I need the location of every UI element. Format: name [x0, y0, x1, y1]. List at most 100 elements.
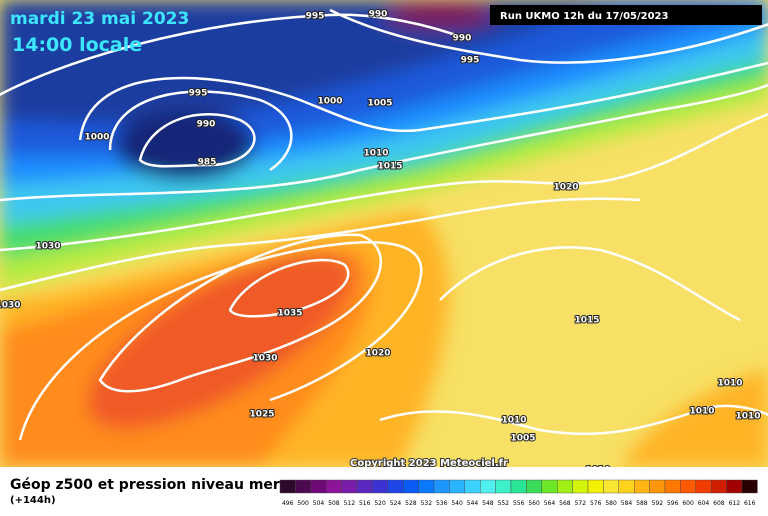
legend-value: 508 — [328, 500, 340, 507]
legend-swatch — [295, 479, 311, 494]
isobar-label: 1010 — [717, 379, 742, 389]
isobar-label: 990 — [197, 120, 216, 130]
isobar-label: 1020 — [553, 183, 578, 193]
isobar-label: 1035 — [277, 309, 302, 319]
legend-swatch — [711, 479, 727, 494]
isobar-label: 1030 — [35, 242, 60, 252]
isobars — [0, 8, 768, 441]
legend-value: 512 — [344, 500, 356, 507]
legend-swatch — [433, 479, 450, 494]
time-label: 14:00 locale — [12, 34, 142, 56]
legend-value: 564 — [544, 500, 556, 507]
isobar-label: 1010 — [363, 149, 388, 159]
legend-value: 556 — [513, 500, 525, 507]
legend-swatch — [372, 479, 388, 494]
isobar — [0, 83, 768, 202]
legend-value: 600 — [682, 500, 694, 507]
legend-swatch — [603, 479, 620, 494]
isobar-label: 1000 — [84, 133, 109, 143]
field-low — [115, 110, 255, 180]
isobar-label: 995 — [189, 89, 208, 99]
legend-value: 584 — [621, 500, 633, 507]
legend-value: 540 — [451, 500, 463, 507]
isobar-label: 985 — [198, 158, 217, 168]
legend-value: 560 — [528, 500, 540, 507]
legend-value: 500 — [297, 500, 309, 507]
legend-value: 524 — [390, 500, 402, 507]
isobar — [0, 13, 471, 96]
legend-swatch — [403, 479, 419, 494]
legend-value: 536 — [436, 500, 448, 507]
isobar-label: 1015 — [574, 316, 599, 326]
legend-swatch — [587, 479, 604, 494]
legend-value: 520 — [374, 500, 386, 507]
legend-value: 572 — [575, 500, 587, 507]
legend-swatch — [356, 479, 373, 494]
legend-swatch — [418, 479, 435, 494]
legend-swatch — [649, 479, 666, 494]
isobar-label: 1005 — [510, 434, 535, 444]
date-label: mardi 23 mai 2023 — [10, 9, 189, 29]
legend-swatch — [572, 479, 589, 494]
isobar — [138, 113, 256, 168]
legend-swatch — [741, 479, 758, 494]
legend-swatch — [387, 479, 404, 494]
legend-value: 516 — [359, 500, 371, 507]
legend-value: 604 — [698, 500, 710, 507]
legend-value: 504 — [313, 500, 325, 507]
geopotential-field — [0, 0, 768, 467]
legend-value: 596 — [667, 500, 679, 507]
isobar — [0, 112, 768, 252]
legend-swatch — [664, 479, 681, 494]
isobar-label: 1010 — [501, 416, 526, 426]
isobar-label: 1030 — [0, 301, 21, 311]
isobar-label: 990 — [369, 10, 388, 20]
isobar — [108, 90, 293, 172]
run-box — [490, 5, 762, 25]
legend-value: 548 — [482, 500, 494, 507]
legend-swatch — [618, 479, 635, 494]
legend-swatch — [449, 479, 465, 494]
legend-value: 588 — [636, 500, 648, 507]
legend-swatch — [464, 479, 481, 494]
legend-swatch — [495, 479, 512, 494]
legend-value: 532 — [421, 500, 433, 507]
isobar-label: 1030 — [252, 354, 277, 364]
isobar-label: 995 — [461, 56, 480, 66]
isobar — [329, 8, 768, 64]
legend-value: 576 — [590, 500, 602, 507]
legend-value: 568 — [559, 500, 571, 507]
isobar-label: 1010 — [689, 407, 714, 417]
legend-swatch — [526, 479, 543, 494]
run-label: Run UKMO 12h du 17/05/2023 — [500, 11, 669, 22]
legend-value: 592 — [652, 500, 664, 507]
legend-value: 528 — [405, 500, 417, 507]
isobar — [18, 241, 423, 441]
legend-swatch — [510, 479, 527, 494]
map-area: 995 990 990 995 995 1000 1005 990 985 1000 1010 101… — [0, 0, 768, 467]
isobar-label: 1025 — [249, 410, 274, 420]
legend-value: 608 — [713, 500, 725, 507]
legend-swatch — [541, 479, 558, 494]
isobar-label: 1010 — [735, 412, 760, 422]
isobar-label: 995 — [306, 12, 325, 22]
legend-swatch — [680, 479, 697, 494]
footer-lead: (+144h) — [10, 495, 56, 506]
legend-swatch — [557, 479, 573, 494]
field-orange — [620, 370, 768, 467]
isobar — [78, 61, 768, 141]
isobar-label: 1005 — [367, 99, 392, 109]
legend-swatch — [695, 479, 712, 494]
legend-value: 544 — [467, 500, 479, 507]
legend-value: 496 — [282, 500, 294, 507]
isobar-label: 990 — [453, 34, 472, 44]
isobar — [379, 404, 768, 436]
legend-value: 552 — [498, 500, 510, 507]
field-dark-blue — [0, 0, 620, 124]
isobar-label: 1015 — [377, 162, 402, 172]
field-red — [87, 251, 353, 429]
legend-swatch — [279, 479, 296, 494]
legend-swatch — [726, 479, 743, 494]
legend-swatch — [326, 479, 342, 494]
